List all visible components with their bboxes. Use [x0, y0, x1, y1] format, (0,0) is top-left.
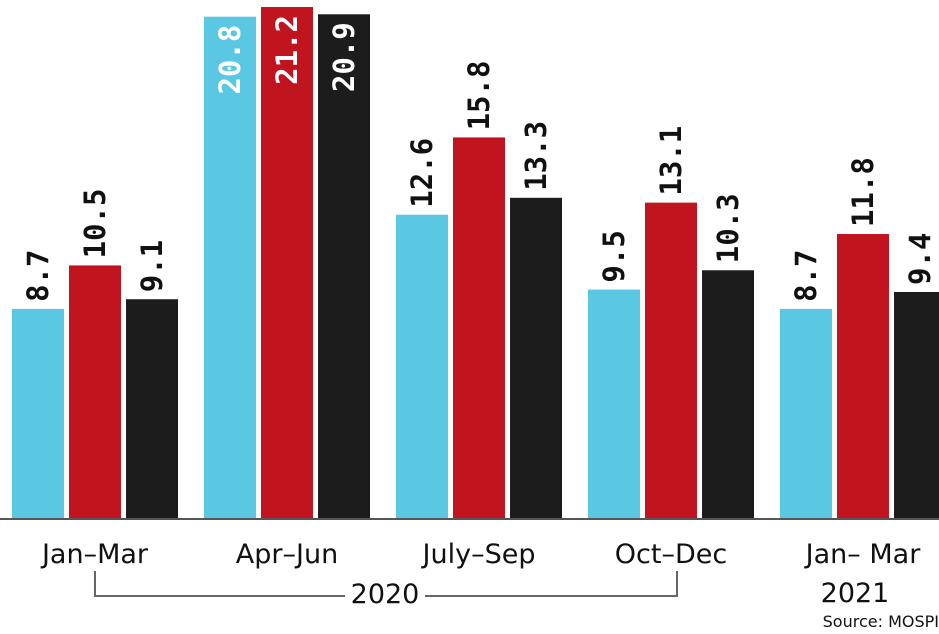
- bar-0-1: [69, 265, 121, 519]
- category-label-0: Jan–Mar: [40, 539, 149, 570]
- bar-2-2: [510, 197, 562, 519]
- value-label-1-0: 20.8: [213, 25, 247, 95]
- year-label-2020: 2020: [351, 579, 420, 610]
- bar-4-2: [894, 291, 939, 519]
- bar-2-1: [453, 137, 505, 519]
- value-label-4-2: 9.4: [903, 233, 937, 285]
- bars-layer: [12, 7, 939, 520]
- category-labels-layer: Jan–Mar Apr–Jun July–Sep Oct–Dec Jan– Mar: [40, 539, 921, 570]
- bar-3-1: [645, 202, 697, 519]
- value-label-2-2: 13.3: [519, 121, 553, 191]
- value-labels-layer: 8.7 10.5 9.1 20.8 21.2 20.9 12.6 15.8 13.3 9.5 13.…: [21, 15, 937, 302]
- bar-1-2: [318, 14, 370, 519]
- value-label-4-1: 11.8: [846, 157, 880, 227]
- year-label-2021: 2021: [821, 578, 890, 609]
- bar-4-0: [780, 308, 832, 519]
- bracket-2020: [94, 571, 678, 597]
- value-label-0-2: 9.1: [135, 240, 169, 292]
- value-label-2-1: 15.8: [462, 61, 496, 131]
- bar-3-2: [702, 270, 754, 519]
- value-label-2-0: 12.6: [405, 138, 439, 208]
- bar-2-0: [396, 214, 448, 519]
- category-label-1: Apr–Jun: [236, 539, 338, 570]
- value-label-0-0: 8.7: [21, 250, 55, 302]
- source-note: Source: MOSPI: [823, 612, 939, 631]
- bar-4-1: [837, 234, 889, 519]
- value-label-0-1: 10.5: [78, 189, 112, 259]
- value-label-3-0: 9.5: [597, 230, 631, 282]
- value-label-3-1: 13.1: [654, 126, 688, 196]
- category-label-4: Jan– Mar: [804, 539, 922, 570]
- value-label-1-2: 20.9: [327, 22, 361, 92]
- category-label-3: Oct–Dec: [615, 539, 727, 570]
- value-label-4-0: 8.7: [789, 250, 823, 302]
- bar-1-0: [204, 16, 256, 520]
- bar-3-0: [588, 289, 640, 519]
- bar-0-2: [126, 299, 178, 519]
- category-label-2: July–Sep: [421, 539, 536, 570]
- value-label-3-2: 10.3: [711, 193, 745, 263]
- bar-0-0: [12, 308, 64, 519]
- value-label-1-1: 21.2: [270, 15, 304, 85]
- bar-1-1: [261, 7, 313, 520]
